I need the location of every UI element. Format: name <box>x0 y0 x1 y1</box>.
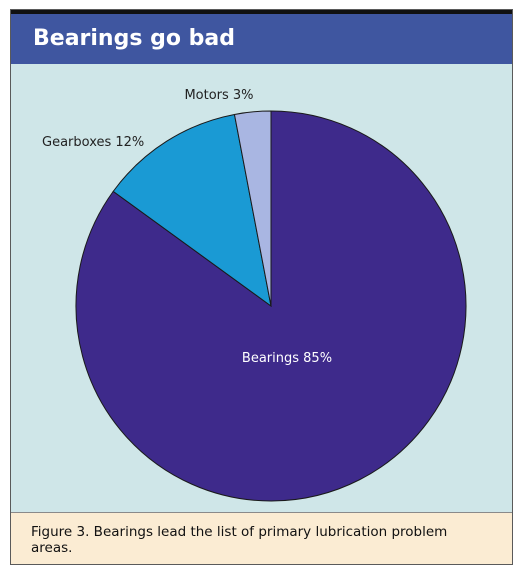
pie-slice-label-0: Bearings 85% <box>242 351 332 366</box>
pie-chart-area: Bearings 85% Gearboxes 12% Motors 3% <box>11 64 512 512</box>
figure-title: Bearings go bad <box>11 14 512 64</box>
pie-slice-1 <box>112 113 272 308</box>
pie-slice-label-1: Gearboxes 12% <box>42 135 144 150</box>
figure-panel: Bearings go bad Bearings 85% Gearboxes 12… <box>10 9 513 565</box>
figure-caption: Figure 3. Beаrings lead the list of prim… <box>11 512 512 564</box>
top-rule <box>11 10 512 14</box>
pie-chart: Bearings 85% Gearboxes 12% Motors 3% <box>42 88 467 502</box>
pie-slice-label-2: Motors 3% <box>184 88 253 103</box>
pie-slice-2 <box>233 110 272 307</box>
